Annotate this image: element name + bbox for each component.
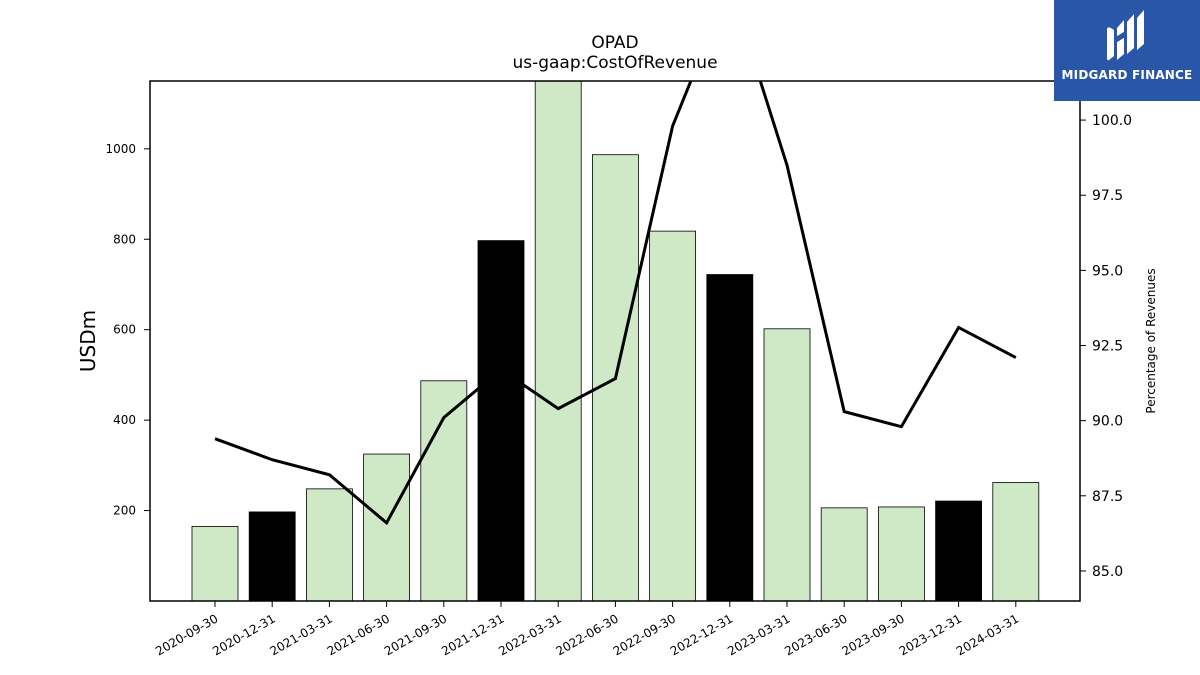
bar-group <box>191 80 1040 602</box>
x-tick-label: 2021-09-30 <box>382 611 449 658</box>
chart-subtitle: us-gaap:CostOfRevenue <box>512 53 717 73</box>
bar-2020-09-30 <box>191 525 239 602</box>
bar-2021-09-30 <box>420 380 468 602</box>
y2-tick-label: 95.0 <box>1092 263 1123 279</box>
x-tick-label: 2024-03-31 <box>954 611 1021 658</box>
x-tick-label: 2022-03-31 <box>496 611 563 658</box>
bar-2023-06-30 <box>820 507 868 602</box>
bar-2022-09-30 <box>649 230 696 602</box>
y2-tick-label: 90.0 <box>1092 414 1123 430</box>
y2-tick-label: 92.5 <box>1092 339 1123 355</box>
brand-logo: MIDGARD FINANCE <box>1054 0 1200 101</box>
bar-2020-12-31 <box>248 511 296 602</box>
bar-2021-12-31 <box>477 240 525 602</box>
y-axis-right: 85.0 87.5 90.0 92.5 95.0 97.5 100.0 <box>1080 113 1132 580</box>
bar-2023-09-30 <box>878 506 925 602</box>
bar-2022-12-31 <box>706 274 754 602</box>
x-tick-label: 2022-06-30 <box>553 611 620 658</box>
x-tick-label: 2021-06-30 <box>325 611 392 658</box>
bar-2024-03-31 <box>992 482 1040 602</box>
x-tick-label: 2023-12-31 <box>897 611 964 658</box>
y-tick-label: 600 <box>113 323 136 337</box>
midgard-logo-icon <box>1107 10 1144 61</box>
y2-tick-label: 100.0 <box>1092 113 1132 129</box>
y-axis-left: 200 400 600 800 1000 <box>105 142 150 518</box>
x-tick-label: 2023-09-30 <box>839 611 906 658</box>
x-tick-label: 2023-06-30 <box>782 611 849 658</box>
y-tick-label: 200 <box>113 504 136 518</box>
x-tick-label: 2021-03-31 <box>267 611 334 658</box>
x-tick-label: 2020-09-30 <box>153 611 220 658</box>
y2-tick-label: 87.5 <box>1092 489 1123 505</box>
y-axis-label: USDm <box>76 310 100 372</box>
y2-axis-label: Percentage of Revenues <box>1144 268 1158 413</box>
bar-2022-03-31 <box>534 80 582 602</box>
x-tick-label: 2023-03-31 <box>725 611 792 658</box>
y-tick-label: 400 <box>113 413 136 427</box>
x-axis: 2020-09-302020-12-312021-03-312021-06-30… <box>153 601 1021 658</box>
bar-2023-03-31 <box>763 328 811 602</box>
y-tick-label: 1000 <box>105 142 136 156</box>
bar-2021-03-31 <box>305 488 353 602</box>
line-series-group <box>214 81 1017 526</box>
percentage-line <box>214 81 1017 526</box>
bar-2023-12-31 <box>935 500 982 602</box>
y-tick-label: 800 <box>113 232 136 246</box>
x-tick-label: 2022-09-30 <box>611 611 678 658</box>
x-tick-label: 2021-12-31 <box>439 611 506 658</box>
y2-tick-label: 97.5 <box>1092 188 1123 204</box>
x-tick-label: 2020-12-31 <box>210 611 277 658</box>
brand-logo-text: MIDGARD FINANCE <box>1061 68 1193 82</box>
bar-2021-06-30 <box>363 453 411 602</box>
chart-title: OPAD <box>591 33 638 53</box>
x-tick-label: 2022-12-31 <box>668 611 735 658</box>
y2-tick-label: 85.0 <box>1092 564 1123 580</box>
